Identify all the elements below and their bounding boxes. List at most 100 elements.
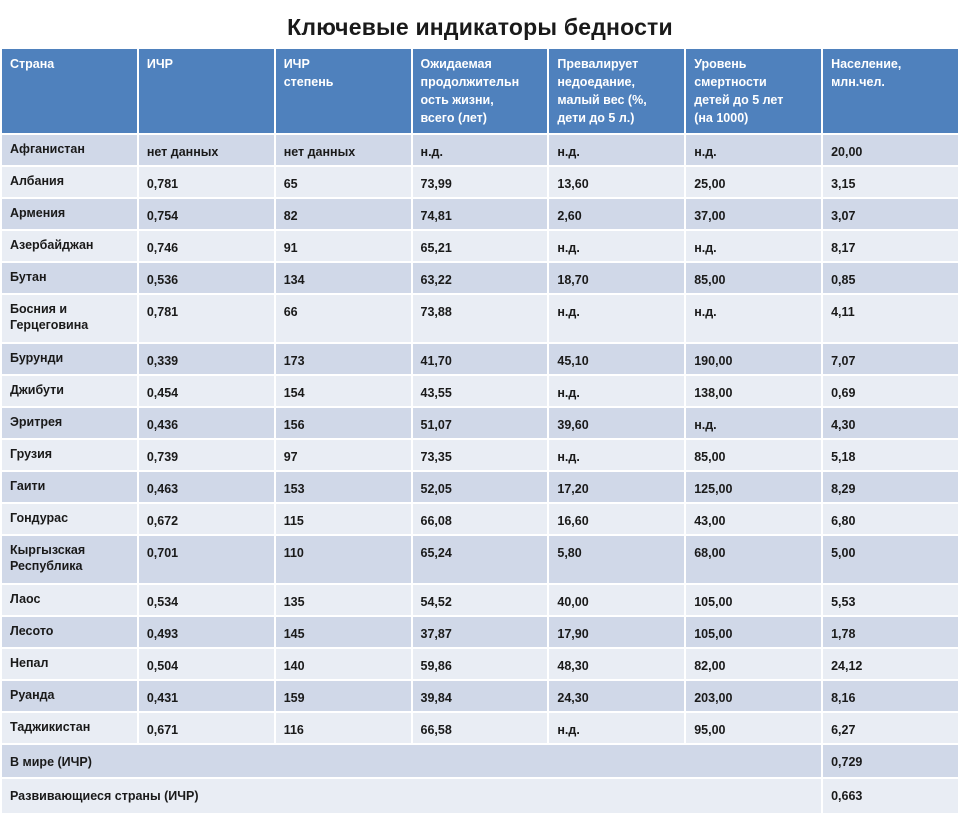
cell-population: 5,18 [823, 440, 958, 470]
cell-population: 3,07 [823, 199, 958, 229]
cell-hdi-rank: нет данных [275, 135, 411, 165]
cell-malnutrition: 45,10 [549, 344, 685, 374]
cell-malnutrition: н.д. [549, 376, 685, 406]
cell-hdi-rank: 66 [275, 295, 411, 342]
cell-hdi: 0,536 [138, 263, 274, 293]
cell-population: 8,29 [823, 472, 958, 502]
cell-life-expectancy: 73,99 [412, 167, 548, 197]
cell-child-mortality: н.д. [686, 231, 822, 261]
cell-population: 20,00 [823, 135, 958, 165]
table-row: Лаос 0,534 135 54,52 40,00 105,00 5,53 [2, 585, 958, 615]
cell-hdi: 0,701 [138, 536, 274, 583]
table-row: Грузия 0,739 97 73,35 н.д. 85,00 5,18 [2, 440, 958, 470]
cell-child-mortality: 125,00 [686, 472, 822, 502]
cell-hdi: 0,534 [138, 585, 274, 615]
cell-child-mortality: н.д. [686, 295, 822, 342]
cell-malnutrition: 24,30 [549, 681, 685, 711]
cell-population: 4,30 [823, 408, 958, 438]
summary-row: В мире (ИЧР) 0,729 [2, 745, 958, 777]
cell-hdi-rank: 153 [275, 472, 411, 502]
cell-country: Лесото [2, 617, 137, 647]
header-malnutrition: Превалирует недоедание, малый вес (%, де… [549, 49, 685, 133]
cell-child-mortality: 82,00 [686, 649, 822, 679]
cell-hdi-rank: 116 [275, 713, 411, 743]
cell-country: Руанда [2, 681, 137, 711]
cell-life-expectancy: 51,07 [412, 408, 548, 438]
cell-hdi: 0,781 [138, 167, 274, 197]
cell-hdi: 0,781 [138, 295, 274, 342]
cell-country: Непал [2, 649, 137, 679]
cell-child-mortality: 105,00 [686, 585, 822, 615]
cell-hdi-rank: 145 [275, 617, 411, 647]
cell-population: 3,15 [823, 167, 958, 197]
cell-life-expectancy: 65,21 [412, 231, 548, 261]
cell-country: Азербайджан [2, 231, 137, 261]
cell-child-mortality: 190,00 [686, 344, 822, 374]
table-row: Гондурас 0,672 115 66,08 16,60 43,00 6,80 [2, 504, 958, 534]
header-population: Население, млн.чел. [823, 49, 958, 133]
cell-malnutrition: 18,70 [549, 263, 685, 293]
cell-population: 5,53 [823, 585, 958, 615]
cell-malnutrition: 40,00 [549, 585, 685, 615]
cell-child-mortality: 68,00 [686, 536, 822, 583]
cell-malnutrition: 17,90 [549, 617, 685, 647]
cell-hdi-rank: 82 [275, 199, 411, 229]
cell-hdi-rank: 159 [275, 681, 411, 711]
cell-country: Кыргызская Республика [2, 536, 137, 583]
cell-country: Босния и Герцеговина [2, 295, 137, 342]
cell-malnutrition: н.д. [549, 295, 685, 342]
cell-country: Эритрея [2, 408, 137, 438]
cell-hdi: 0,746 [138, 231, 274, 261]
cell-malnutrition: 13,60 [549, 167, 685, 197]
cell-life-expectancy: 66,08 [412, 504, 548, 534]
header-hdi: ИЧР [138, 49, 274, 133]
cell-malnutrition: 39,60 [549, 408, 685, 438]
cell-population: 0,69 [823, 376, 958, 406]
cell-hdi-rank: 135 [275, 585, 411, 615]
cell-life-expectancy: 52,05 [412, 472, 548, 502]
cell-population: 4,11 [823, 295, 958, 342]
cell-hdi-rank: 140 [275, 649, 411, 679]
cell-hdi: 0,739 [138, 440, 274, 470]
cell-life-expectancy: 59,86 [412, 649, 548, 679]
cell-child-mortality: н.д. [686, 135, 822, 165]
cell-hdi: 0,339 [138, 344, 274, 374]
cell-hdi-rank: 154 [275, 376, 411, 406]
cell-life-expectancy: 63,22 [412, 263, 548, 293]
cell-country: Армения [2, 199, 137, 229]
cell-child-mortality: 105,00 [686, 617, 822, 647]
table-row: Таджикистан 0,671 116 66,58 н.д. 95,00 6,27 [2, 713, 958, 743]
table-row: Руанда 0,431 159 39,84 24,30 203,00 8,16 [2, 681, 958, 711]
cell-malnutrition: 17,20 [549, 472, 685, 502]
cell-malnutrition: 5,80 [549, 536, 685, 583]
cell-population: 24,12 [823, 649, 958, 679]
cell-hdi-rank: 110 [275, 536, 411, 583]
cell-child-mortality: 138,00 [686, 376, 822, 406]
cell-malnutrition: н.д. [549, 135, 685, 165]
table-row: Армения 0,754 82 74,81 2,60 37,00 3,07 [2, 199, 958, 229]
header-child-mortality: Уровень смертности детей до 5 лет (на 10… [686, 49, 822, 133]
cell-hdi-rank: 134 [275, 263, 411, 293]
table-row: Кыргызская Республика 0,701 110 65,24 5,80 68… [2, 536, 958, 583]
cell-hdi-rank: 65 [275, 167, 411, 197]
cell-hdi: 0,454 [138, 376, 274, 406]
table-row: Гаити 0,463 153 52,05 17,20 125,00 8,29 [2, 472, 958, 502]
cell-malnutrition: 48,30 [549, 649, 685, 679]
table-row: Бурунди 0,339 173 41,70 45,10 190,00 7,07 [2, 344, 958, 374]
cell-country: Джибути [2, 376, 137, 406]
cell-population: 8,17 [823, 231, 958, 261]
cell-life-expectancy: 43,55 [412, 376, 548, 406]
cell-hdi: 0,493 [138, 617, 274, 647]
cell-country: Грузия [2, 440, 137, 470]
cell-child-mortality: 25,00 [686, 167, 822, 197]
cell-child-mortality: 95,00 [686, 713, 822, 743]
cell-hdi: 0,436 [138, 408, 274, 438]
cell-life-expectancy: 39,84 [412, 681, 548, 711]
cell-life-expectancy: 65,24 [412, 536, 548, 583]
cell-country: Бурунди [2, 344, 137, 374]
cell-hdi-rank: 156 [275, 408, 411, 438]
cell-hdi: 0,672 [138, 504, 274, 534]
cell-hdi-rank: 115 [275, 504, 411, 534]
cell-country: Гаити [2, 472, 137, 502]
cell-population: 6,27 [823, 713, 958, 743]
